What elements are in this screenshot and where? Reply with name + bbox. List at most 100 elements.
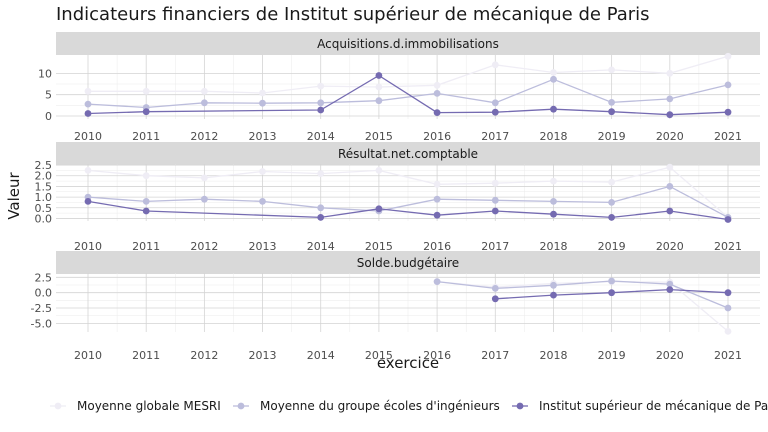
y-tick-label: 1.5 [35,180,53,193]
data-point [317,204,325,212]
data-point [550,210,557,218]
x-tick-label: 2017 [481,130,509,143]
x-tick-label: 2020 [656,349,684,362]
x-tick-label: 2015 [365,240,393,253]
panels: Acquisitions.d.immobilisations 0 5 10 2010 20… [31,32,760,362]
data-point [375,205,383,213]
series-line [87,166,729,218]
panel-strip [56,251,760,274]
data-point [666,183,674,190]
data-point [608,277,615,285]
panel-2: Résultat.net.comptable 0.00.51.01.52.02.5… [35,142,760,253]
data-point [491,179,499,187]
data-point [433,81,441,89]
x-tick-label: 2021 [714,349,742,362]
data-point [608,178,615,186]
legend: Moyenne globale MESRI Moyenne du groupe é… [50,399,768,413]
panel-strip-label: Résultat.net.comptable [338,147,478,161]
data-point [142,108,150,116]
data-point [201,195,208,203]
data-point [433,278,441,285]
data-point [550,281,557,289]
data-point [433,195,441,203]
panel-strip-label: Acquisitions.d.immobilisations [317,37,499,51]
x-tick-label: 2020 [656,130,684,143]
data-point [724,81,732,89]
panel-1: Acquisitions.d.immobilisations 0 5 10 2010 20… [38,32,760,143]
y-tick-label: 0.5 [35,202,53,215]
x-tick-label: 2016 [423,240,451,253]
data-point [317,82,325,90]
data-point [608,289,615,297]
legend-key-point [54,402,62,410]
data-point [433,211,441,219]
data-point [724,216,732,223]
data-point [550,198,557,205]
data-point [142,172,150,180]
data-point [550,105,557,113]
x-tick-label: 2021 [714,130,742,143]
x-tick-label: 2013 [249,130,277,143]
x-tick-label: 2018 [539,349,567,362]
data-point [142,198,150,205]
data-point [608,66,615,74]
panel-strip-label: Solde.budgétaire [357,256,459,270]
x-tick-label: 2016 [423,130,451,143]
data-point [550,177,557,185]
data-point [317,106,325,114]
data-point [317,99,325,107]
data-point [84,110,92,117]
panel-strip [56,32,760,55]
data-point [666,280,674,288]
x-tick-label: 2010 [74,130,102,143]
data-point [375,97,383,105]
legend-label: Moyenne globale MESRI [77,399,221,413]
legend-item: Moyenne du groupe écoles d'ingénieurs [233,399,500,413]
data-point [84,167,92,174]
data-point [375,83,383,91]
data-point [259,89,266,97]
data-point [666,69,674,77]
data-point [666,286,674,293]
data-point [608,214,615,221]
panel-strip [56,142,760,165]
x-axis-title: exercice [377,354,439,372]
data-point [666,95,674,103]
y-tick-label: -5.0 [31,317,52,330]
x-tick-label: 2017 [481,349,509,362]
y-tick-label: 0 [45,110,52,123]
data-point [724,52,732,60]
series-line [437,280,729,309]
data-point [608,108,615,116]
x-tick-label: 2013 [249,349,277,362]
y-tick-label: 1.0 [35,191,53,204]
y-axis-title: Valeur [5,171,23,219]
x-tick-label: 2016 [423,349,451,362]
x-tick-label: 2014 [307,349,335,362]
data-point [375,167,383,174]
legend-label: Moyenne du groupe écoles d'ingénieurs [260,399,500,413]
x-tick-label: 2012 [190,130,218,143]
x-tick-label: 2010 [74,349,102,362]
legend-item: Moyenne globale MESRI [50,399,221,413]
data-point [433,109,441,116]
data-point [550,69,557,76]
x-tick-label: 2018 [539,130,567,143]
data-point [491,295,499,303]
legend-label: Institut supérieur de mécanique de Paris [539,399,768,413]
y-tick-label: 10 [38,67,52,80]
x-tick-label: 2018 [539,240,567,253]
legend-key-point [516,402,524,410]
data-point [491,196,499,204]
y-tick-label: 5 [45,89,52,102]
x-tick-label: 2012 [190,349,218,362]
data-point [608,99,615,106]
x-tick-label: 2011 [132,240,160,253]
data-point [491,99,499,107]
series-line [87,200,729,221]
data-point [433,90,441,97]
data-point [666,163,674,171]
data-point [433,180,441,188]
data-point [550,291,557,299]
